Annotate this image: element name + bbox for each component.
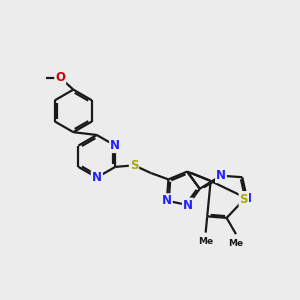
Text: N: N [216, 169, 226, 182]
Text: N: N [92, 171, 102, 184]
Text: N: N [242, 192, 252, 205]
Text: N: N [110, 139, 120, 152]
Text: O: O [55, 71, 65, 84]
Text: N: N [162, 194, 172, 207]
Text: N: N [183, 199, 193, 212]
Text: N: N [92, 171, 102, 184]
Text: Me: Me [228, 239, 244, 248]
Text: S: S [240, 193, 248, 206]
Text: Me: Me [198, 237, 213, 246]
Text: S: S [130, 159, 138, 172]
Text: N: N [110, 139, 120, 152]
